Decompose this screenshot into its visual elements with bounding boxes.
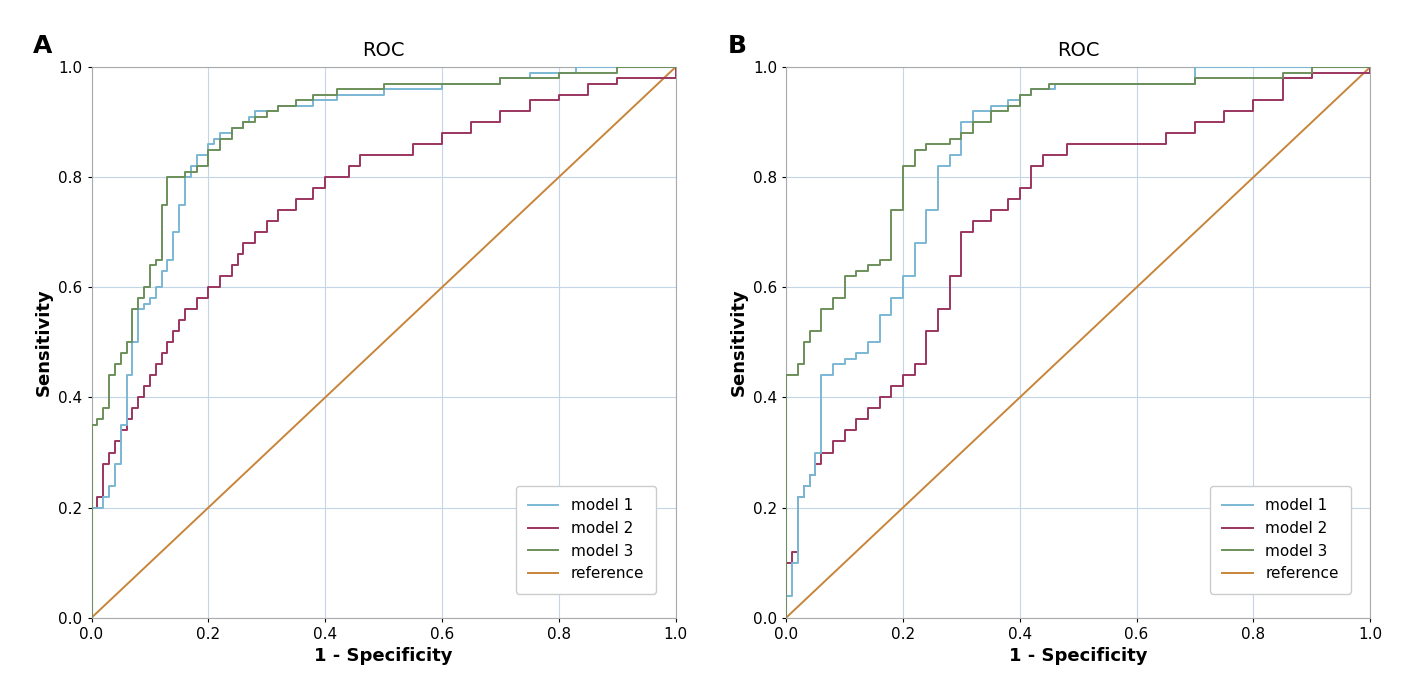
Text: B: B <box>728 34 747 58</box>
Legend: model 1, model 2, model 3, reference: model 1, model 2, model 3, reference <box>1210 486 1350 594</box>
Legend: model 1, model 2, model 3, reference: model 1, model 2, model 3, reference <box>516 486 656 594</box>
Title: ROC: ROC <box>1057 41 1100 60</box>
Title: ROC: ROC <box>363 41 405 60</box>
X-axis label: 1 - Specificity: 1 - Specificity <box>315 648 453 665</box>
X-axis label: 1 - Specificity: 1 - Specificity <box>1009 648 1148 665</box>
Text: A: A <box>33 34 52 58</box>
Y-axis label: Sensitivity: Sensitivity <box>35 288 52 396</box>
Y-axis label: Sensitivity: Sensitivity <box>730 288 747 396</box>
